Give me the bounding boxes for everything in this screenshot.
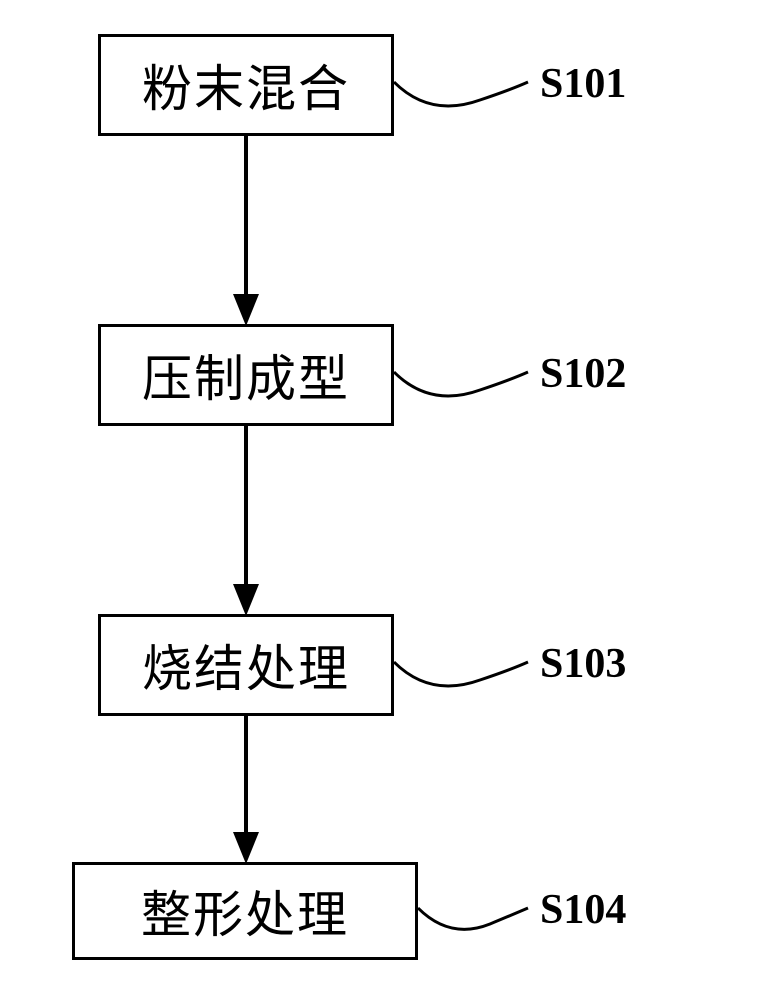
arrow-2 — [233, 426, 259, 616]
arrow-3 — [233, 716, 259, 864]
flowchart-connectors — [0, 0, 758, 1000]
callout-2 — [394, 372, 528, 396]
callout-1 — [394, 82, 528, 106]
callout-4 — [418, 908, 528, 929]
arrow-1 — [233, 136, 259, 326]
callout-3 — [394, 662, 528, 686]
